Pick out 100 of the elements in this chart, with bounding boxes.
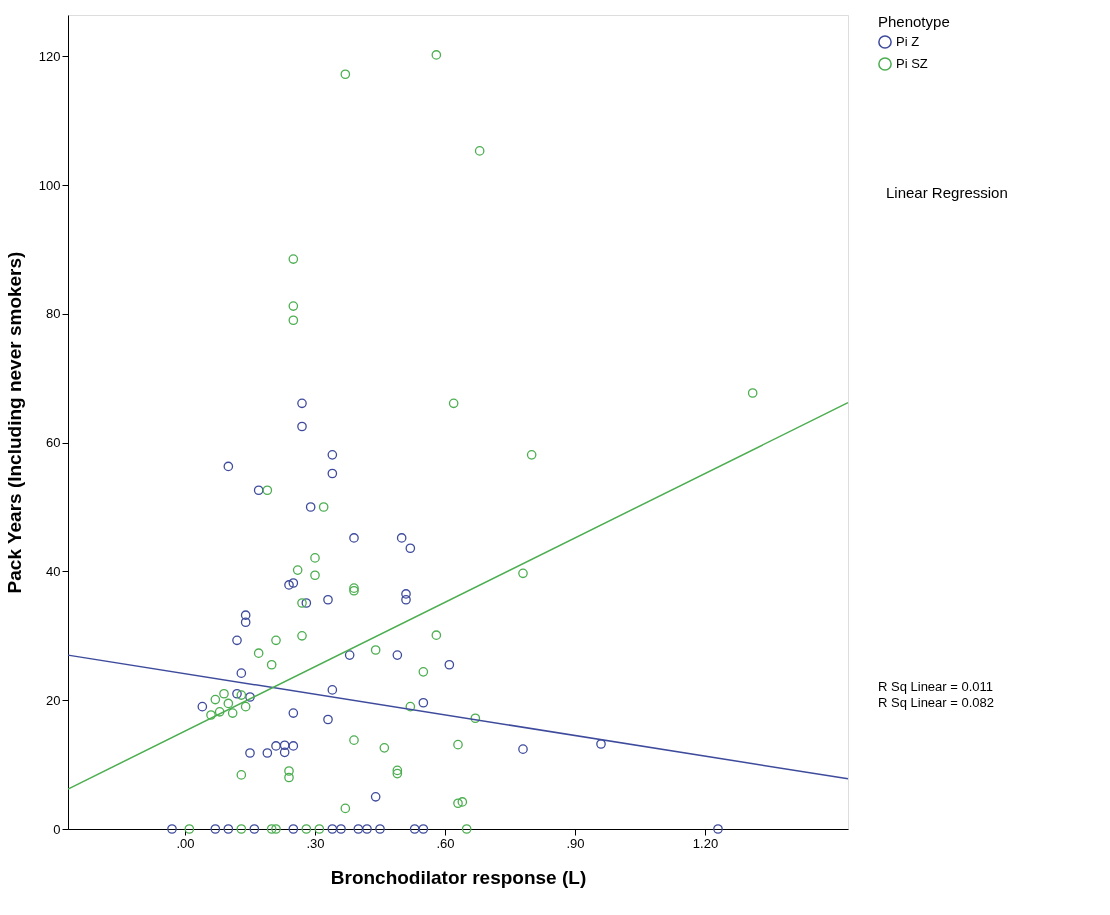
x-axis-title: Bronchodilator response (L) [330,866,587,888]
point [249,824,260,834]
point [227,708,238,718]
point [284,580,294,590]
point [271,824,281,834]
point [305,502,316,512]
point [214,706,225,717]
point [284,766,294,776]
point [232,635,242,646]
y-axis-title: Pack Years (Including never smokers) [3,251,25,594]
y-tick-label: 0 [53,821,61,837]
point [288,824,299,834]
point [336,824,346,834]
point [288,301,299,311]
point [262,748,273,758]
point [526,450,537,460]
point [379,743,390,753]
point [314,824,325,834]
point [210,694,221,705]
legend-label: Pi Z [896,34,920,49]
y-tick-label: 40 [46,563,61,579]
point [297,421,307,432]
point [301,598,312,608]
point [518,568,528,579]
point [405,701,416,712]
point [288,708,299,718]
point [747,388,758,398]
point [396,533,407,543]
point [327,824,338,834]
point [288,315,299,326]
point [266,659,277,670]
text: Linear Regression [886,184,1008,201]
text: R Sq Linear = 0.082 [878,695,994,710]
x-tick-label: .90 [566,835,585,851]
point [167,824,177,834]
point [253,485,264,496]
point [405,543,416,554]
point [184,824,195,834]
point [418,667,429,677]
point [236,690,247,700]
point [362,824,372,834]
x-tick-label: 1.20 [692,835,719,851]
point [409,824,420,834]
point [444,659,455,670]
point [596,739,606,749]
point [284,772,294,783]
point [288,254,299,264]
point [340,69,351,80]
legend-title: Phenotype [878,13,950,30]
point [279,747,290,758]
point [223,824,234,834]
point [453,739,463,750]
point [240,617,251,628]
point [327,468,338,479]
point [431,50,442,60]
point [418,697,429,708]
point [461,824,472,834]
point [370,791,381,802]
point [349,533,359,543]
y-tick-label: 100 [38,177,61,193]
point [448,398,459,409]
point [236,824,247,834]
point [370,645,381,655]
x-tick-label: .30 [306,835,325,851]
point [236,668,247,678]
point [310,570,320,581]
point [327,685,338,695]
y-tick-label: 120 [38,48,61,64]
point [340,803,351,814]
point [197,701,208,712]
point [266,824,277,834]
point [327,450,338,460]
point [262,485,273,496]
point [301,824,312,834]
point [271,635,281,646]
point [518,744,528,754]
point [271,741,281,751]
point [240,701,251,712]
point [288,741,299,751]
point [288,578,299,588]
point [240,610,251,621]
point [431,630,442,640]
point [297,630,307,641]
point [245,692,255,702]
point [418,824,429,834]
text: R Sq Linear = 0.011 [878,679,994,694]
point [210,824,221,834]
legend-label: Pi SZ [896,56,928,71]
point [292,565,303,575]
point [245,748,255,758]
y-tick-label: 20 [46,692,61,708]
y-tick-label: 60 [46,435,61,451]
point [323,594,333,605]
point [375,824,385,834]
point [223,461,234,472]
point [310,553,320,563]
point [349,735,359,745]
point [401,594,411,605]
point [232,688,242,699]
point [253,648,264,659]
